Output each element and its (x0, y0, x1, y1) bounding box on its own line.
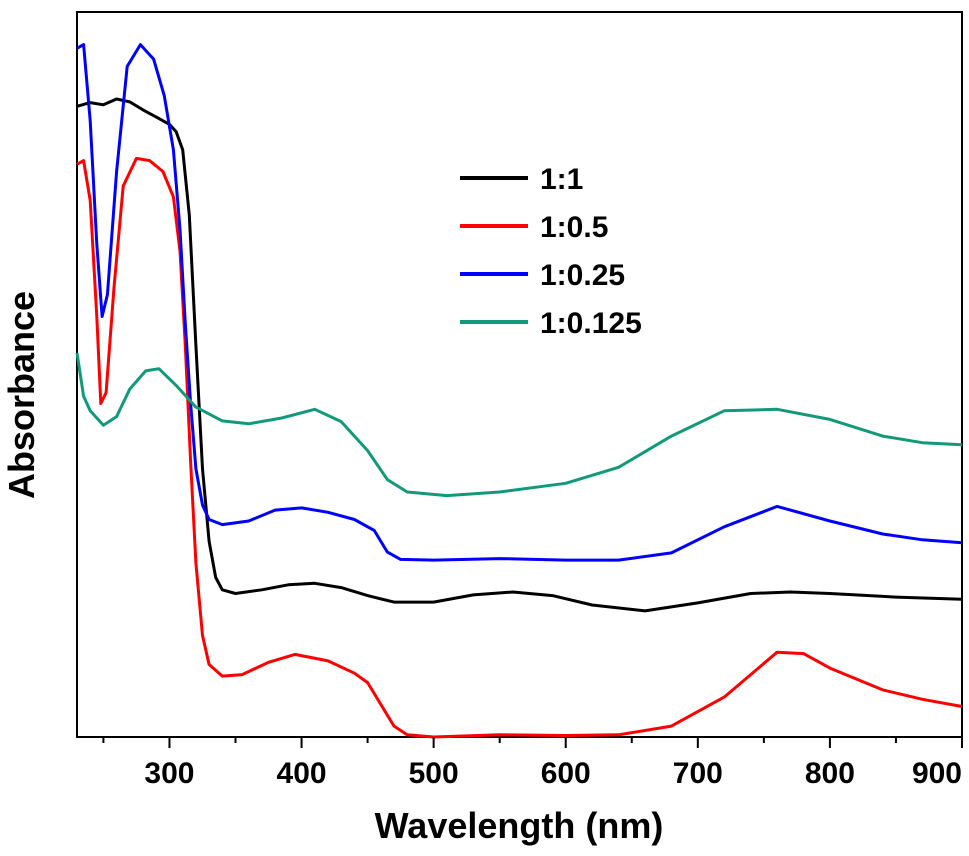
series-line-2 (76, 43, 963, 562)
legend-label-3: 1:0.125 (540, 307, 642, 340)
legend-label-2: 1:0.25 (540, 259, 625, 292)
x-tick-label: 800 (805, 757, 855, 790)
x-tick-label: 300 (144, 757, 194, 790)
series-line-3 (75, 352, 963, 498)
series-line-0 (76, 97, 963, 613)
x-tick-label: 500 (409, 757, 459, 790)
series-line-1 (76, 156, 963, 739)
legend-label-0: 1:1 (540, 163, 583, 196)
x-tick-label: 900 (912, 757, 962, 790)
x-tick-label: 700 (673, 757, 723, 790)
plot-frame (76, 11, 963, 738)
legend: 1:1 1:0.5 1:0.25 1:0.125 (460, 163, 642, 340)
x-axis-label: Wavelength (nm) (375, 805, 664, 846)
x-tick-label: 600 (541, 757, 591, 790)
x-tick-label: 400 (277, 757, 327, 790)
legend-label-1: 1:0.5 (540, 211, 608, 244)
x-axis-ticks: 300 400 500 600 700 800 900 (102, 737, 963, 790)
y-axis-label: Absorbance (1, 291, 42, 499)
series-layer (75, 43, 963, 739)
